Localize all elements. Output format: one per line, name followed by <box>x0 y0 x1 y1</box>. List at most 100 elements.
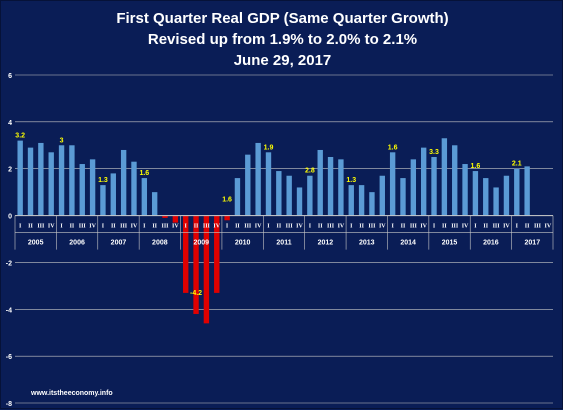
data-label: 2.8 <box>305 168 315 175</box>
bar <box>410 159 417 216</box>
quarter-label: IV <box>213 224 220 230</box>
quarter-label: IV <box>379 224 386 230</box>
quarter-label: IV <box>296 224 303 230</box>
y-tick-label: -8 <box>6 401 12 408</box>
bar <box>503 175 510 216</box>
year-label: 2013 <box>359 240 375 247</box>
bar <box>452 145 458 216</box>
bar <box>265 152 272 216</box>
year-label: 2014 <box>400 240 416 247</box>
year-label: 2016 <box>483 240 499 247</box>
quarter-label: II <box>359 224 364 230</box>
chart-title: First Quarter Real GDP (Same Quarter Gro… <box>116 10 449 27</box>
quarter-label: II <box>276 224 281 230</box>
bar <box>58 145 65 216</box>
quarter-label: I <box>19 224 22 230</box>
bar <box>38 142 44 216</box>
bar <box>296 187 303 216</box>
bar <box>286 175 292 216</box>
year-label: 2009 <box>193 240 209 247</box>
source-text: www.itstheeconomy.info <box>31 390 113 397</box>
bar <box>400 178 406 216</box>
bar <box>348 185 354 216</box>
year-label: 2007 <box>111 240 127 247</box>
bar <box>493 187 499 216</box>
data-label: -4.2 <box>190 290 202 297</box>
y-tick-label: -2 <box>6 260 12 267</box>
quarter-label: IV <box>420 224 427 230</box>
bar <box>100 185 106 216</box>
chart-subtitle: Revised up from 1.9% to 2.0% to 2.1% <box>147 31 418 48</box>
y-tick-label: -6 <box>6 354 12 361</box>
quarter-label: IV <box>544 224 551 230</box>
bar <box>193 215 199 314</box>
y-tick-label: 2 <box>8 167 12 174</box>
y-tick-label: 4 <box>8 120 12 127</box>
bar <box>27 147 34 216</box>
data-label: 1.9 <box>264 144 274 151</box>
bar <box>379 175 385 216</box>
quarter-label: II <box>525 224 530 230</box>
year-label: 2015 <box>442 240 458 247</box>
year-label: 2011 <box>276 240 291 247</box>
bar <box>420 147 427 216</box>
quarter-label: II <box>70 224 75 230</box>
data-label: 1.6 <box>222 196 232 203</box>
quarter-label: III <box>120 224 128 230</box>
year-label: 2006 <box>69 240 85 247</box>
bar <box>131 161 137 216</box>
quarter-label: I <box>143 224 146 230</box>
bar <box>203 215 210 324</box>
bar <box>234 178 241 216</box>
data-label: 2.1 <box>512 161 522 168</box>
y-tick-label: -4 <box>6 307 12 314</box>
quarter-label: IV <box>131 224 138 230</box>
quarter-label: II <box>401 224 406 230</box>
bar <box>358 185 365 216</box>
bar <box>172 215 179 223</box>
quarter-label: IV <box>48 224 55 230</box>
quarter-label: I <box>309 224 312 230</box>
bar <box>389 152 396 216</box>
bar <box>441 138 448 216</box>
bar <box>89 159 96 216</box>
chart-date: June 29, 2017 <box>233 52 332 69</box>
bar <box>214 215 220 293</box>
quarter-label: II <box>235 224 240 230</box>
bar <box>79 164 85 216</box>
data-label: 1.3 <box>346 177 356 184</box>
bar <box>327 157 334 216</box>
quarter-label: III <box>368 224 376 230</box>
quarter-label: III <box>244 224 252 230</box>
quarter-label: III <box>203 224 211 230</box>
quarter-label: I <box>185 224 188 230</box>
bar <box>245 154 251 216</box>
year-label: 2017 <box>525 240 541 247</box>
quarter-label: I <box>226 224 229 230</box>
quarter-label: IV <box>172 224 179 230</box>
data-label: 3.2 <box>15 133 25 140</box>
bar <box>317 149 323 216</box>
bar <box>224 215 230 221</box>
quarter-label: II <box>442 224 447 230</box>
quarter-label: I <box>391 224 394 230</box>
quarter-label: II <box>318 224 323 230</box>
quarter-label: III <box>79 224 87 230</box>
bar <box>524 166 530 216</box>
quarter-label: I <box>267 224 270 230</box>
quarter-label: I <box>433 224 436 230</box>
quarter-label: II <box>483 224 488 230</box>
data-label: 1.6 <box>388 144 398 151</box>
quarter-label: IV <box>255 224 262 230</box>
bar <box>69 145 75 216</box>
data-label: 1.6 <box>471 163 481 170</box>
y-tick-label: 0 <box>8 214 12 221</box>
quarter-label: II <box>28 224 33 230</box>
data-label: 1.3 <box>98 177 108 184</box>
bar <box>514 168 520 216</box>
quarter-label: I <box>350 224 353 230</box>
quarter-label: I <box>474 224 477 230</box>
bar <box>276 171 282 216</box>
